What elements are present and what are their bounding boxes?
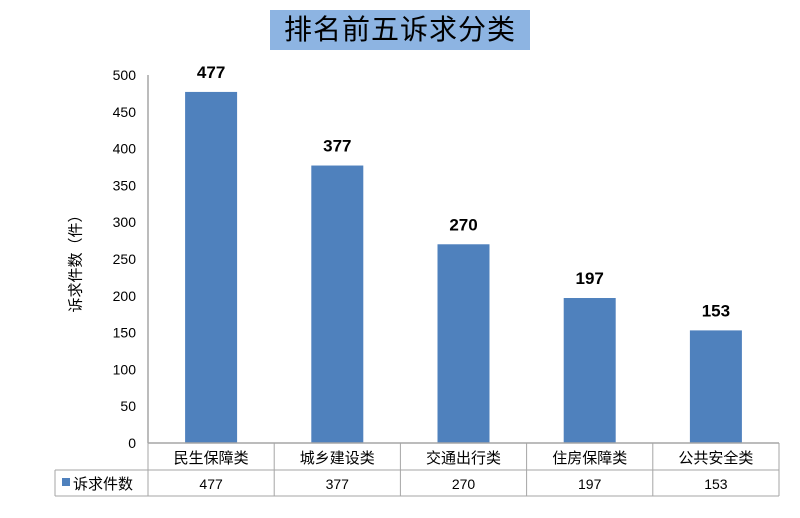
- data-label: 477: [197, 63, 225, 82]
- bar: [689, 330, 742, 443]
- table-cell: 197: [578, 476, 602, 492]
- legend-label: 诉求件数: [73, 475, 133, 493]
- y-tick-label: 500: [113, 67, 137, 83]
- x-tick-label: 交通出行类: [426, 449, 501, 467]
- x-tick-label: 住房保障类: [552, 449, 627, 467]
- y-tick-label: 0: [128, 435, 136, 451]
- chart-title: 排名前五诉求分类: [270, 10, 530, 50]
- y-tick-label: 200: [113, 288, 137, 304]
- table-cell: 270: [452, 476, 476, 492]
- x-tick-label: 公共安全类: [678, 449, 753, 467]
- table-cell: 153: [704, 476, 728, 492]
- y-tick-label: 450: [113, 104, 137, 120]
- data-label: 153: [702, 301, 730, 320]
- y-tick-label: 300: [113, 214, 137, 230]
- y-tick-label: 100: [113, 361, 137, 377]
- bar: [437, 244, 490, 443]
- table-cell: 477: [199, 476, 223, 492]
- y-tick-label: 350: [113, 177, 137, 193]
- y-tick-label: 400: [113, 141, 137, 157]
- y-tick-label: 50: [120, 398, 136, 414]
- data-label: 377: [323, 137, 351, 156]
- legend-key: [62, 478, 70, 486]
- bar: [311, 165, 364, 443]
- y-tick-label: 250: [113, 251, 137, 267]
- bar: [563, 298, 616, 443]
- table-cell: 377: [326, 476, 350, 492]
- x-tick-label: 城乡建设类: [300, 449, 375, 467]
- data-label: 197: [576, 269, 604, 288]
- bar: [185, 91, 238, 443]
- data-label: 270: [449, 215, 477, 234]
- x-tick-label: 民生保障类: [174, 449, 249, 467]
- y-tick-label: 150: [113, 325, 137, 341]
